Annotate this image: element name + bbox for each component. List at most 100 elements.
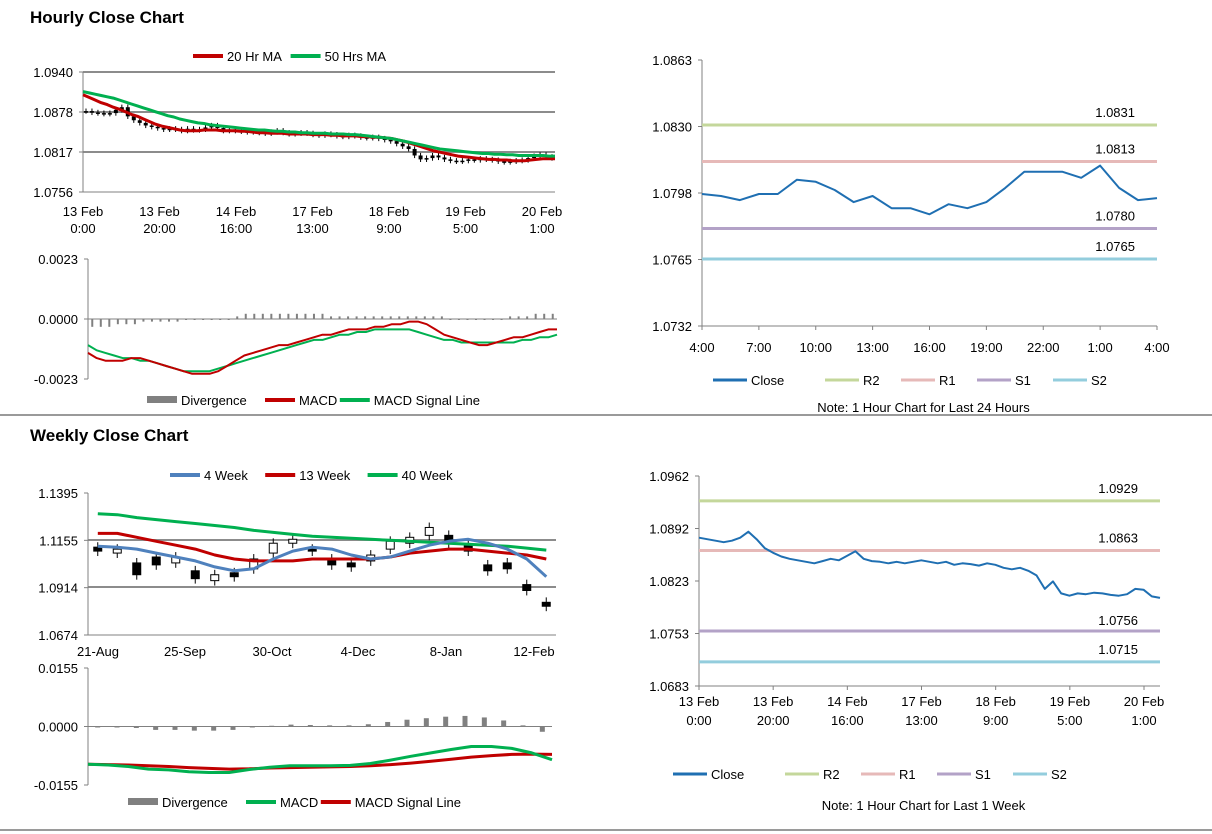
hourly_sr-y-tick-label: 1.0863: [652, 53, 692, 68]
hourly_macd-divergence-bar: [159, 319, 162, 322]
hourly_macd-divergence-bar: [423, 316, 426, 319]
weekly_macd-y-tick-label: 0.0000: [38, 720, 78, 735]
hourly_macd-divergence-bar: [321, 313, 324, 319]
hourly-candle-body: [239, 130, 244, 133]
hourly-candle-body: [448, 159, 453, 161]
hourly_macd-divergence-bar: [244, 313, 247, 319]
hourly-section-title: Hourly Close Chart: [30, 8, 184, 27]
weekly_sr-close-line: [698, 530, 1161, 599]
weekly_macd-legend-swatch: [128, 798, 158, 805]
weekly_macd-legend-label: MACD: [280, 795, 318, 810]
weekly-candle-body: [229, 572, 239, 578]
weekly_macd-divergence-bar: [539, 726, 545, 732]
weekly-candle-body: [307, 548, 317, 552]
hourly_sr-x-tick-label: 16:00: [913, 340, 946, 355]
hourly-price-x-tick-label: 16:00: [220, 221, 253, 236]
hourly_sr-x-tick-label: 4:00: [689, 340, 714, 355]
weekly-candle-body: [483, 564, 493, 572]
hourly-candle-body: [436, 155, 441, 158]
hourly_macd-divergence-bar: [355, 316, 358, 319]
hourly-ma50-line: [82, 90, 555, 158]
hourly-price-x-tick-label: 13:00: [296, 221, 329, 236]
hourly_sr-level-label: 1.0765: [1095, 239, 1135, 254]
hourly_sr-x-tick-label: 19:00: [970, 340, 1003, 355]
weekly-price-x-tick-label: 30-Oct: [252, 644, 291, 659]
hourly-candle-body: [299, 132, 304, 135]
weekly_macd-legend-label: MACD Signal Line: [355, 795, 461, 810]
hourly-candle-body: [257, 131, 262, 133]
weekly-candle-body: [132, 562, 142, 576]
weekly_macd-divergence-bar: [385, 721, 391, 727]
hourly-candle-body: [544, 154, 549, 157]
hourly_macd-legend-label: MACD Signal Line: [374, 393, 480, 408]
hourly-candle-body: [131, 116, 136, 121]
hourly-candle-body: [197, 129, 202, 131]
weekly-candle-body: [288, 538, 298, 544]
hourly-price-x-tick-label: 17 Feb: [292, 204, 332, 219]
hourly_macd-divergence-bar: [210, 319, 213, 320]
hourly_macd-divergence-bar: [91, 319, 94, 327]
hourly-price-x-tick-label: 19 Feb: [445, 204, 485, 219]
weekly-ma4-line: [97, 537, 548, 578]
weekly-candle-body: [444, 534, 454, 544]
hourly-candle-body: [460, 160, 465, 163]
hourly-candle-body: [149, 125, 154, 127]
weekly_sr-y-tick-label: 1.0892: [649, 522, 689, 537]
hourly_macd-divergence-bar: [236, 316, 239, 319]
hourly_macd-divergence-bar: [125, 319, 128, 325]
weekly_macd-divergence-bar: [423, 718, 429, 727]
weekly-ma40-line: [97, 512, 547, 552]
hourly-price-x-tick-label: 18 Feb: [369, 204, 409, 219]
weekly-candle-body: [268, 542, 278, 554]
hourly_macd-divergence-bar: [295, 313, 298, 319]
weekly_sr-x-tick-label: 5:00: [1057, 713, 1082, 728]
hourly-candle-body: [490, 159, 495, 161]
hourly_macd-divergence-bar: [457, 319, 460, 320]
hourly_macd-divergence-bar: [270, 313, 273, 319]
weekly_macd-divergence-bar: [327, 725, 333, 727]
hourly-candle-body: [538, 154, 543, 157]
hourly-candle-body: [119, 107, 124, 110]
weekly_macd-divergence-bar: [346, 725, 352, 727]
weekly_sr-legend-label: R1: [899, 767, 916, 782]
hourly-candle-body: [185, 128, 190, 131]
weekly_macd-divergence-bar: [288, 724, 294, 727]
weekly_macd-divergence-bar: [481, 717, 487, 727]
hourly_macd-divergence-bar: [330, 316, 333, 319]
weekly_sr-y-tick-label: 1.0823: [649, 574, 689, 589]
weekly_sr-x-tick-label: 13 Feb: [679, 694, 719, 709]
hourly-candle-body: [275, 130, 280, 133]
weekly-price-x-tick-label: 12-Feb: [513, 644, 554, 659]
hourly-candle-body: [263, 132, 268, 135]
hourly-candle-body: [269, 132, 274, 134]
hourly-ma20-line: [82, 93, 555, 163]
weekly_sr-x-tick-label: 9:00: [983, 713, 1008, 728]
hourly_macd-divergence-bar: [108, 319, 111, 327]
weekly_macd-divergence-bar: [172, 726, 178, 730]
weekly-candle-body: [502, 562, 512, 570]
hourly_macd-divergence-bar: [287, 313, 290, 319]
bottom-divider: [0, 829, 1212, 831]
hourly_sr-legend-label: S1: [1015, 373, 1031, 388]
weekly-candle-body: [190, 570, 200, 580]
weekly-candle-body: [424, 526, 434, 536]
hourly_macd-y-tick-label: 0.0000: [38, 312, 78, 327]
hourly-candle-body: [364, 137, 369, 139]
hourly_macd-divergence-bar: [338, 316, 341, 319]
weekly_macd-divergence-bar: [114, 726, 120, 728]
hourly-price-x-tick-label: 1:00: [529, 221, 554, 236]
weekly-candle-body: [405, 536, 415, 544]
hourly-candle-body: [424, 158, 429, 160]
hourly_macd-divergence-bar: [142, 319, 145, 322]
hourly_sr-x-tick-label: 1:00: [1087, 340, 1112, 355]
weekly_macd-divergence-bar: [269, 725, 275, 727]
hourly-candle-body: [209, 125, 214, 128]
hourly-candle-body: [532, 156, 537, 159]
hourly_macd-divergence-bar: [432, 316, 435, 319]
hourly-candle-body: [526, 158, 531, 161]
hourly-candle-body: [400, 143, 405, 147]
hourly_macd-divergence-bar: [176, 319, 179, 322]
hourly_macd-divergence-bar: [543, 313, 546, 319]
